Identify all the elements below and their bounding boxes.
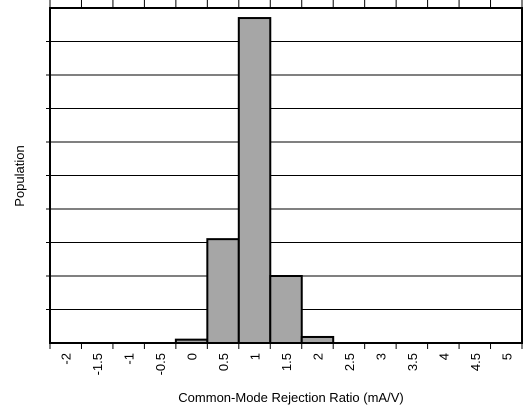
bar-1 — [237, 17, 272, 345]
x-axis-title: Common-Mode Rejection Ratio (mA/V) — [178, 390, 403, 405]
y-axis-title: Population — [12, 145, 27, 206]
plot-area-frame — [49, 7, 523, 344]
x-tick-label: 0.5 — [216, 353, 231, 371]
bar-0.5 — [206, 238, 240, 344]
x-tick-label: 3.5 — [405, 353, 420, 371]
top-tick-marks — [49, 0, 523, 8]
bar-1.5 — [269, 275, 303, 344]
bars — [174, 17, 335, 345]
x-axis-ticks: -2 -1.5 -1 -0.5 0 0.5 1 1.5 2 2.5 3 3.5 4 4.5 5 — [49, 343, 523, 375]
x-tick-label: 1.5 — [279, 353, 294, 371]
grid-lines — [46, 41, 522, 310]
x-tick-label: -0.5 — [153, 353, 168, 375]
x-tick-label: -1.5 — [90, 353, 105, 375]
x-tick-label: 3 — [373, 353, 388, 360]
x-tick-label: 4.5 — [468, 353, 483, 371]
x-tick-label: 2 — [310, 353, 325, 360]
x-tick-label: 5 — [499, 353, 514, 360]
x-tick-label: -1 — [122, 353, 137, 365]
x-tick-label: -2 — [59, 353, 74, 365]
x-tick-label: 4 — [436, 353, 451, 360]
x-tick-label: 0 — [185, 353, 200, 360]
x-tick-label: 2.5 — [342, 353, 357, 371]
x-tick-label: 1 — [248, 353, 263, 360]
